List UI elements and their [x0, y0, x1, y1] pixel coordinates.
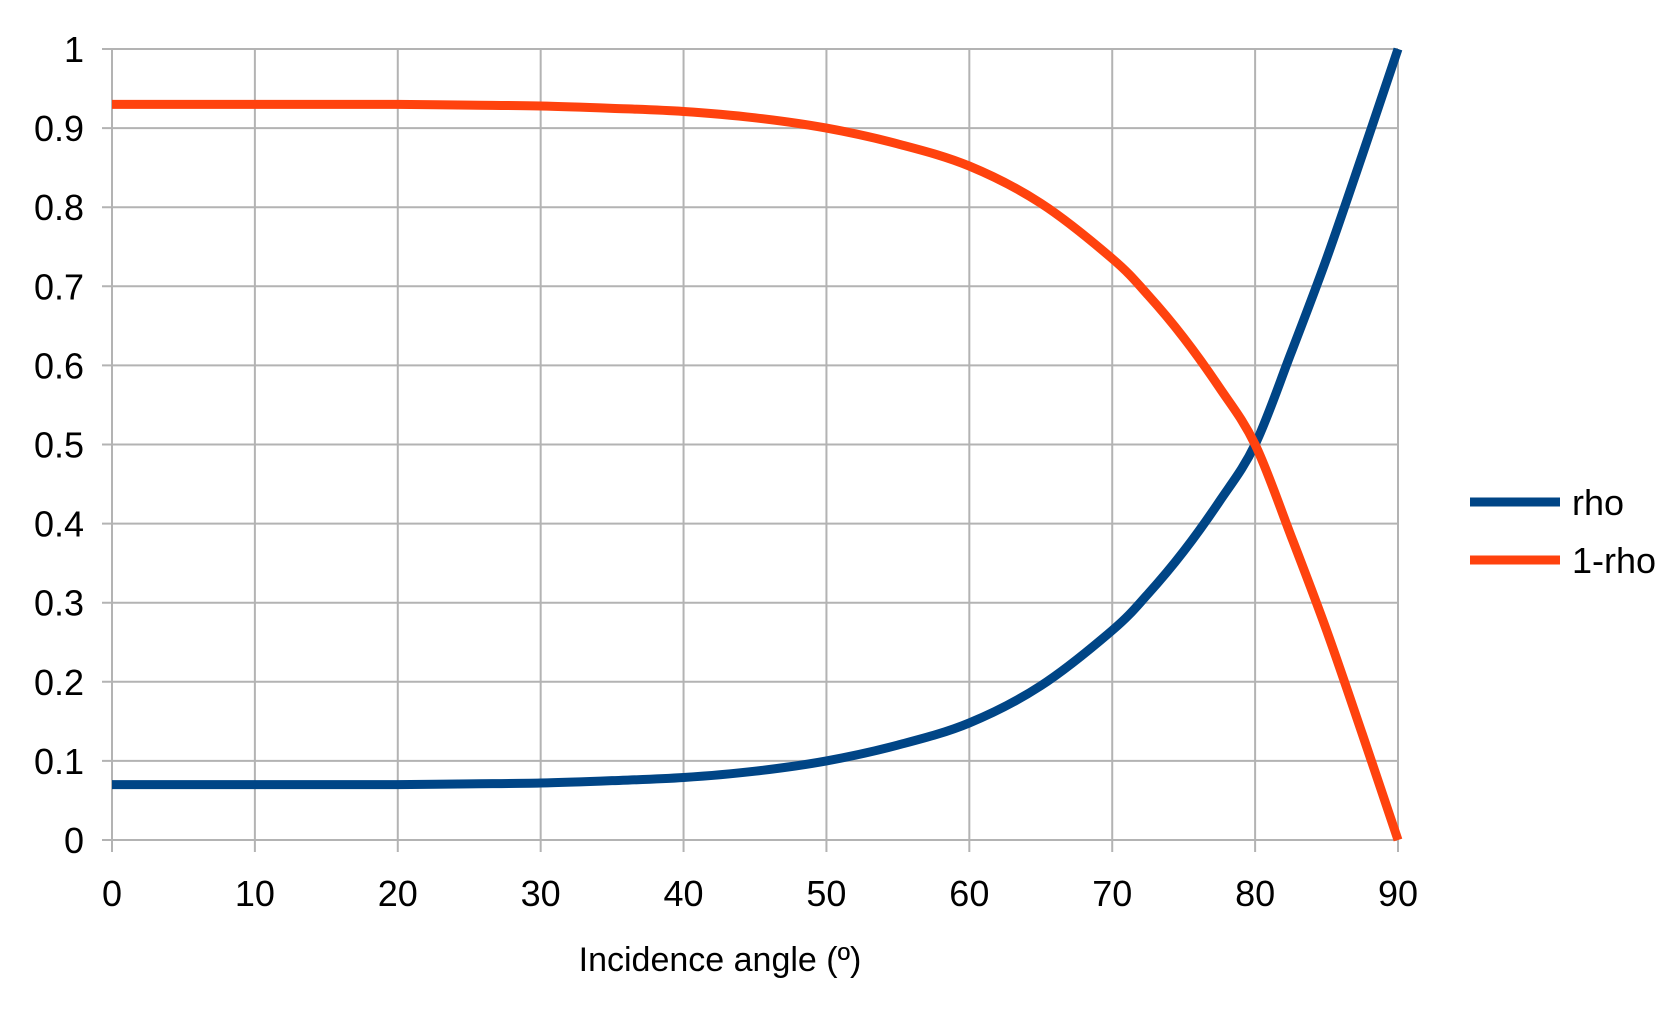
y-tick-label: 0.3 — [34, 583, 84, 624]
x-tick-label: 50 — [806, 873, 846, 914]
y-tick-label: 0.2 — [34, 662, 84, 703]
x-tick-label: 20 — [378, 873, 418, 914]
y-tick-label: 1 — [64, 29, 84, 70]
x-tick-label: 30 — [521, 873, 561, 914]
y-tick-label: 0.4 — [34, 504, 84, 545]
x-tick-label: 10 — [235, 873, 275, 914]
x-tick-label: 0 — [102, 873, 122, 914]
legend: rho 1-rho — [1470, 482, 1656, 581]
y-tick-label: 0.9 — [34, 108, 84, 149]
legend-label-rho: rho — [1572, 482, 1624, 523]
axes — [111, 49, 1398, 841]
x-axis-title: Incidence angle (º) — [579, 941, 862, 979]
y-tick-label: 0.5 — [34, 425, 84, 466]
y-tick-label: 0.6 — [34, 345, 84, 386]
legend-label-1-rho: 1-rho — [1572, 540, 1656, 581]
series-line-1-rho — [112, 99, 1403, 842]
y-tick-label: 0.7 — [34, 266, 84, 307]
x-tick-label: 80 — [1235, 873, 1275, 914]
series-line-rho — [112, 47, 1403, 790]
series-lines — [112, 47, 1403, 842]
x-tick-label: 90 — [1378, 873, 1418, 914]
y-tick-label: 0 — [64, 820, 84, 861]
y-tick-label: 0.8 — [34, 187, 84, 228]
x-tick-label: 70 — [1092, 873, 1132, 914]
x-tick-label: 40 — [664, 873, 704, 914]
tick-labels: 00.10.20.30.40.50.60.70.80.910 10 20 30 40 50… — [34, 29, 1418, 914]
y-tick-label: 0.1 — [34, 741, 84, 782]
x-tick-label: 60 — [949, 873, 989, 914]
grid — [102, 48, 1399, 852]
